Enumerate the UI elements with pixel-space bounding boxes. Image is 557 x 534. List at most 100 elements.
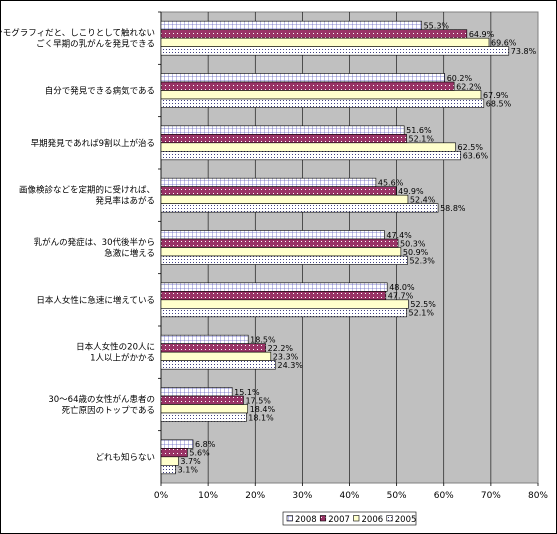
bar-2005 <box>160 203 439 213</box>
bar-2005 <box>160 465 176 475</box>
bar-2008 <box>160 230 385 240</box>
bar-2006 <box>160 194 409 204</box>
bar-2007 <box>160 81 455 91</box>
bar-2005 <box>160 360 276 370</box>
legend <box>282 511 417 526</box>
data-label: 52.1% <box>409 309 435 318</box>
data-label: 62.2% <box>456 82 482 91</box>
bar-2008 <box>160 387 233 397</box>
bar-2005 <box>160 412 247 422</box>
bar-2008 <box>160 125 405 135</box>
bar-2006 <box>160 37 490 47</box>
data-label: 47.4% <box>386 231 412 240</box>
bar-2008 <box>160 73 445 83</box>
data-label: 15.1% <box>234 388 260 397</box>
category-label: 日本人女性に急速に増えている <box>36 295 155 306</box>
data-label: 50.9% <box>403 248 429 257</box>
bar-2005 <box>160 46 510 56</box>
data-label: 6.8% <box>195 440 216 449</box>
category-label: 30～64歳の女性がん患者の <box>48 394 155 405</box>
legend-swatch-2006 <box>353 515 360 522</box>
bar-2006 <box>160 142 456 152</box>
bar-2007 <box>160 395 244 405</box>
bar-2006 <box>160 90 482 100</box>
legend-swatch-2005 <box>386 515 393 522</box>
category-label: マンモグラフィだと、しこりとして触れない <box>0 28 155 39</box>
data-label: 73.8% <box>511 47 537 56</box>
data-label: 3.7% <box>180 457 201 466</box>
category-label: 自分で発見できる病気である <box>45 86 155 97</box>
bar-2006 <box>160 404 249 414</box>
data-label: 64.9% <box>469 30 495 39</box>
data-label: 63.6% <box>463 152 489 161</box>
bar-2008 <box>160 177 377 187</box>
x-tick-label: 60% <box>434 491 454 501</box>
category-label: 急激に増える <box>104 248 155 259</box>
bar-2007 <box>160 134 407 144</box>
x-tick-label: 20% <box>245 491 265 501</box>
data-label: 55.3% <box>424 21 450 30</box>
data-label: 5.6% <box>189 449 210 458</box>
category-label: 早期発見であれば9割以上が治る <box>31 138 155 149</box>
data-label: 47.7% <box>388 292 414 301</box>
bar-2008 <box>160 334 249 344</box>
bar-2008 <box>160 439 194 449</box>
x-tick-label: 80% <box>528 491 548 501</box>
x-tick-label: 40% <box>339 491 359 501</box>
data-label: 60.2% <box>447 74 473 83</box>
data-label: 48.0% <box>389 283 415 292</box>
legend-label-2006: 2006 <box>362 515 384 525</box>
data-label: 51.6% <box>406 126 432 135</box>
legend-swatch-2007 <box>319 515 327 522</box>
legend-label-2005: 2005 <box>395 515 417 525</box>
data-label: 67.9% <box>483 91 509 100</box>
bar-2007 <box>160 448 188 458</box>
data-label: 58.8% <box>440 204 466 213</box>
category-label: 死亡原因のトップである <box>62 405 155 416</box>
bar-2008 <box>160 20 422 30</box>
bar-2006 <box>160 247 402 257</box>
x-tick-label: 10% <box>198 491 218 501</box>
legend-label-2008: 2008 <box>295 515 317 525</box>
x-tick-label: 0% <box>154 491 169 501</box>
bar-2007 <box>160 29 468 39</box>
category-label: 1人以上がかかる <box>90 353 155 364</box>
bar-2005 <box>160 151 462 161</box>
data-label: 18.1% <box>248 413 274 422</box>
bar-2006 <box>160 299 409 309</box>
category-label: 発見率はあがる <box>95 196 155 207</box>
bar-2006 <box>160 351 272 361</box>
category-label: ごく早期の乳がんを発見できる <box>36 39 155 50</box>
legend-label-2007: 2007 <box>328 515 350 525</box>
data-label: 50.3% <box>400 239 426 248</box>
data-label: 69.6% <box>491 38 517 47</box>
data-label: 68.5% <box>486 99 512 108</box>
bar-2005 <box>160 308 407 318</box>
bar-2007 <box>160 186 397 196</box>
data-label: 3.1% <box>178 466 199 475</box>
data-label: 52.3% <box>409 256 435 265</box>
x-tick-label: 50% <box>387 491 407 501</box>
data-label: 62.5% <box>458 143 484 152</box>
data-label: 18.4% <box>250 405 276 414</box>
category-label: どれも知らない <box>95 452 155 463</box>
bar-2005 <box>160 98 485 108</box>
legend-swatch-2008 <box>286 515 293 522</box>
data-label: 22.2% <box>268 344 294 353</box>
data-label: 52.5% <box>410 300 436 309</box>
data-label: 24.3% <box>278 361 304 370</box>
bar-2007 <box>160 343 266 353</box>
data-label: 52.4% <box>410 195 436 204</box>
data-label: 17.5% <box>245 396 271 405</box>
x-tick-label: 70% <box>481 491 501 501</box>
bar-2008 <box>160 282 388 292</box>
data-label: 49.9% <box>398 187 424 196</box>
data-label: 23.3% <box>273 352 299 361</box>
category-label: 乳がんの発症は、30代後半から <box>34 237 155 248</box>
category-label: 日本人女性の20人に <box>76 342 155 353</box>
category-label: 画像検診などを定期的に受ければ、 <box>19 185 155 196</box>
data-label: 52.1% <box>409 135 435 144</box>
bar-2007 <box>160 238 399 248</box>
data-label: 45.6% <box>378 178 404 187</box>
